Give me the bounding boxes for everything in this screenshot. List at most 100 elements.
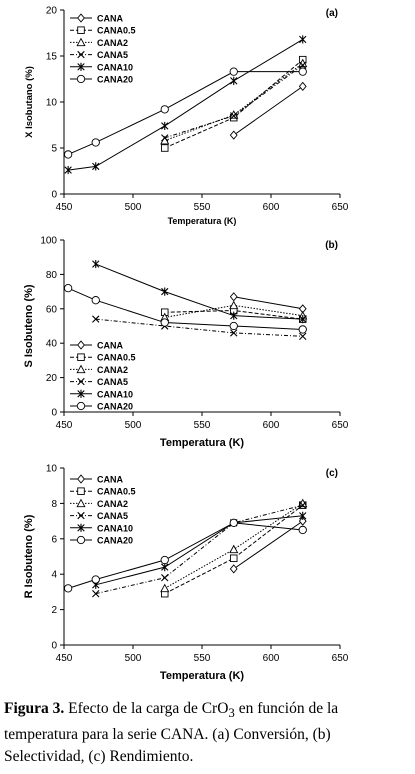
data-point: [92, 315, 100, 323]
series-line: [233, 85, 304, 136]
x-tick-label: 600: [263, 653, 280, 664]
data-point: [299, 511, 307, 520]
series-cana20: [63, 518, 307, 593]
data-point: [229, 67, 238, 76]
y-tick-label: 0: [51, 641, 57, 652]
legend: CANA CANA0.5 CANA2 CANA5 CANA10 CANA20: [70, 340, 136, 412]
legend-label: CANA0.5: [97, 487, 136, 497]
data-point: [92, 162, 100, 171]
y-tick-label: 2: [51, 605, 57, 616]
legend-marker: [77, 353, 85, 361]
series-line: [164, 504, 304, 595]
x-tick-label: 450: [56, 420, 73, 431]
series-cana5: [92, 501, 307, 598]
y-axis-title: S Isobuteno (%): [23, 284, 35, 367]
legend-marker: [77, 389, 85, 398]
y-tick-label: 0: [51, 408, 57, 419]
legend-marker: [77, 340, 85, 350]
data-point: [91, 138, 100, 147]
series-cana10: [64, 35, 307, 175]
series-line: [164, 62, 304, 142]
legend-marker: [76, 535, 86, 545]
legend-marker: [76, 498, 86, 508]
data-point: [298, 325, 307, 334]
x-tick-label: 500: [125, 420, 142, 431]
x-tick-label: 600: [263, 420, 280, 431]
data-point: [229, 321, 238, 331]
x-tick-label: 650: [332, 202, 349, 213]
caption-label: Figura 3.: [4, 700, 65, 717]
caption-text-2: en función de la temperatura para la ser…: [4, 700, 339, 766]
data-point: [298, 516, 307, 526]
data-point: [229, 518, 238, 528]
x-axis-title: Temperatura (K): [160, 670, 244, 682]
caption-text: Efecto de la carga de CrO: [68, 700, 229, 717]
x-axis-title: Temperatura (K): [160, 437, 244, 449]
y-tick-label: 100: [40, 236, 57, 247]
y-axis-title: X Isobutano (%): [24, 66, 35, 138]
data-point: [299, 501, 307, 509]
x-tick-label: 650: [332, 420, 349, 431]
legend-label: CANA20: [97, 536, 133, 546]
panel-label: (a): [326, 8, 338, 19]
data-point: [160, 555, 169, 565]
y-tick-label: 60: [46, 304, 58, 315]
legend-marker: [76, 401, 86, 411]
legend-label: CANA2: [97, 38, 128, 48]
y-tick-label: 8: [51, 499, 57, 510]
legend-marker: [77, 523, 85, 532]
data-point: [64, 165, 72, 175]
data-point: [299, 35, 307, 44]
data-point: [229, 300, 239, 310]
chart-panel-c: 450 500 550 600 650 0 2 4 6 8 10 Temperatura (K) R I…: [23, 464, 349, 683]
data-point: [161, 287, 169, 296]
legend-marker: [76, 74, 86, 84]
legend-label: CANA: [97, 14, 123, 24]
legend-marker: [76, 37, 86, 47]
y-axis-title: R Isobuteno (%): [23, 514, 35, 598]
series-cana2: [160, 498, 308, 593]
x-tick-label: 550: [194, 420, 211, 431]
legend-label: CANA: [97, 475, 123, 485]
data-point: [299, 61, 307, 69]
data-point: [298, 67, 307, 76]
y-tick-label: 5: [51, 144, 57, 155]
y-tick-label: 6: [51, 534, 57, 545]
legend-marker: [77, 511, 85, 520]
caption-subscript: 3: [228, 705, 235, 721]
data-point: [230, 112, 238, 120]
legend-marker: [77, 487, 85, 495]
data-point: [63, 584, 73, 593]
panel-label: (c): [326, 468, 338, 479]
data-point: [161, 563, 169, 572]
legend-marker: [77, 50, 85, 59]
data-point: [161, 121, 169, 131]
data-point: [299, 332, 307, 341]
data-point: [230, 76, 238, 85]
chart-panel-a: 450 500 550 600 650 0 5 10 15 20 Temperatura (K) X …: [24, 6, 349, 227]
legend-marker: [77, 13, 85, 23]
legend-marker: [77, 62, 85, 71]
data-point: [161, 574, 169, 582]
data-point: [229, 130, 238, 140]
x-tick-label: 550: [194, 653, 211, 664]
legend-label: CANA5: [97, 50, 128, 60]
legend-label: CANA20: [97, 75, 133, 85]
chart-panel-b: 450 500 550 600 650 0 20 40 60 80 100 Temperatura (…: [23, 236, 349, 450]
series-cana: [229, 81, 307, 140]
x-tick-label: 550: [194, 202, 211, 213]
y-tick-label: 80: [46, 270, 58, 281]
legend-label: CANA0.5: [97, 26, 136, 36]
data-point: [91, 575, 100, 584]
data-point: [160, 105, 169, 114]
legend-label: CANA10: [97, 62, 133, 72]
data-point: [91, 296, 100, 305]
y-tick-label: 40: [46, 339, 58, 350]
x-tick-label: 500: [125, 202, 142, 213]
data-point: [229, 292, 238, 302]
legend-label: CANA10: [97, 523, 133, 533]
legend: CANA CANA0.5 CANA2 CANA5 CANA10 CANA20: [70, 474, 136, 546]
series-cana: [229, 516, 307, 574]
series-line: [95, 318, 303, 337]
legend: CANA CANA0.5 CANA2 CANA5 CANA10 CANA20: [70, 13, 136, 85]
